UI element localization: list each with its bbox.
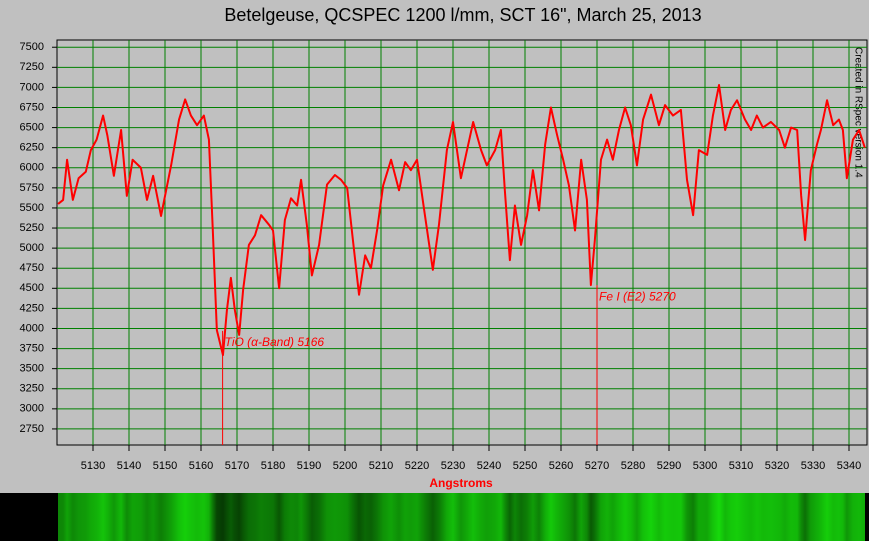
- y-tick-label: 3250: [20, 383, 44, 395]
- y-tick-label: 4500: [20, 282, 44, 294]
- y-tick-label: 5250: [20, 222, 44, 234]
- y-tick-label: 4750: [20, 262, 44, 274]
- y-tick-label: 7000: [20, 81, 44, 93]
- y-tick-label: 5500: [20, 202, 44, 214]
- y-tick-label: 3000: [20, 403, 44, 415]
- x-tick-label: 5280: [621, 460, 645, 472]
- y-tick-label: 5750: [20, 182, 44, 194]
- y-tick-label: 7250: [20, 61, 44, 73]
- x-axis-label: Angstroms: [429, 476, 493, 490]
- y-tick-label: 4000: [20, 322, 44, 334]
- x-tick-label: 5330: [801, 460, 825, 472]
- chart-title: Betelgeuse, QCSPEC 1200 l/mm, SCT 16", M…: [224, 5, 701, 25]
- x-tick-label: 5150: [153, 460, 177, 472]
- x-tick-label: 5180: [261, 460, 285, 472]
- x-tick-label: 5230: [441, 460, 465, 472]
- annotation-label: Fe I (E2) 5270: [599, 289, 676, 303]
- x-tick-label: 5300: [693, 460, 717, 472]
- y-tick-label: 6500: [20, 121, 44, 133]
- x-tick-label: 5270: [585, 460, 609, 472]
- x-tick-label: 5190: [297, 460, 321, 472]
- x-tick-label: 5210: [369, 460, 393, 472]
- x-tick-label: 5160: [189, 460, 213, 472]
- y-tick-label: 3500: [20, 363, 44, 375]
- x-tick-label: 5320: [765, 460, 789, 472]
- y-tick-label: 6750: [20, 101, 44, 113]
- plot-area: [56, 39, 868, 446]
- x-tick-label: 5260: [549, 460, 573, 472]
- y-tick-label: 7500: [20, 41, 44, 53]
- y-tick-label: 4250: [20, 302, 44, 314]
- y-tick-label: 5000: [20, 242, 44, 254]
- x-tick-label: 5220: [405, 460, 429, 472]
- y-tick-label: 6000: [20, 162, 44, 174]
- x-tick-label: 5250: [513, 460, 537, 472]
- x-tick-label: 5340: [837, 460, 861, 472]
- x-tick-label: 5310: [729, 460, 753, 472]
- x-tick-label: 5290: [657, 460, 681, 472]
- x-tick-label: 5240: [477, 460, 501, 472]
- spectrum-strip: [58, 493, 865, 541]
- y-tick-label: 3750: [20, 342, 44, 354]
- x-tick-label: 5170: [225, 460, 249, 472]
- x-tick-label: 5200: [333, 460, 357, 472]
- annotation-label: TiO (α-Band) 5166: [225, 335, 325, 349]
- y-tick-label: 6250: [20, 142, 44, 154]
- x-tick-label: 5130: [81, 460, 105, 472]
- side-note: Created in RSpec version 1.4: [852, 47, 863, 178]
- x-tick-label: 5140: [117, 460, 141, 472]
- spectrum-line: [57, 84, 866, 356]
- y-tick-label: 2750: [20, 423, 44, 435]
